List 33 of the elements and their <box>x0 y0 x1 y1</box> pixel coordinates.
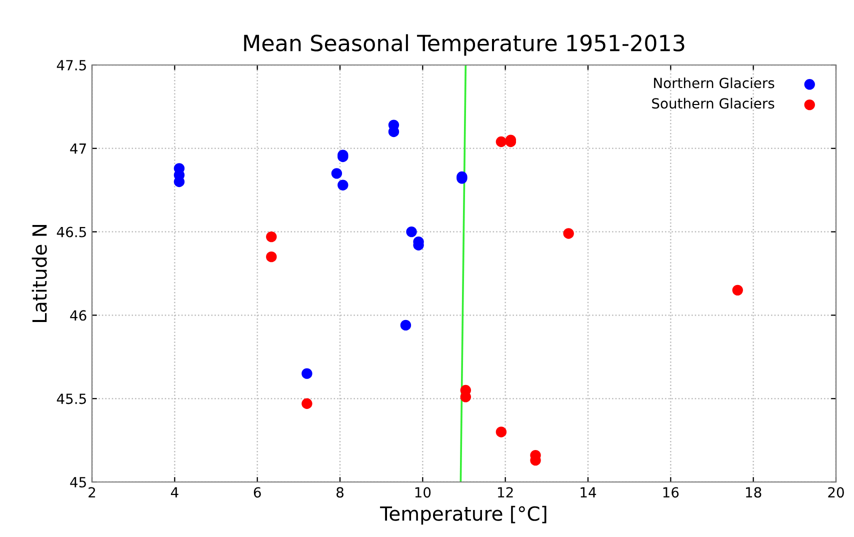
point <box>496 426 507 438</box>
point <box>331 168 342 179</box>
x-tick-label: 2 <box>88 487 96 498</box>
x-tick-label: 18 <box>746 487 762 498</box>
y-tick-label: 47.5 <box>56 60 86 70</box>
y-axis-title: Latitude N <box>32 225 47 322</box>
y-tick-label: 46.5 <box>56 226 86 238</box>
point <box>732 284 743 296</box>
x-tick-label: 6 <box>254 487 261 498</box>
x-tick-label: 20 <box>828 487 844 498</box>
x-tick-label: 10 <box>415 487 431 498</box>
x-axis-title: Temperature [°C] <box>380 506 546 525</box>
y-tick-label: 45 <box>70 477 86 488</box>
point <box>406 226 417 238</box>
x-tick-label: 12 <box>498 487 513 498</box>
point <box>338 180 348 190</box>
legend-label: Northern Glaciers <box>654 78 774 88</box>
y-tick-label: 45.5 <box>56 394 86 404</box>
x-tick-label: 8 <box>336 487 344 498</box>
y-tick-label: 47 <box>70 144 86 154</box>
x-tick-label: 4 <box>170 487 178 498</box>
x-tick-label: 14 <box>580 487 596 498</box>
chart-title: Mean Seasonal Temperature 1951-2013 <box>244 34 684 56</box>
point <box>302 398 312 409</box>
legend-label: Southern Glaciers <box>652 98 774 109</box>
x-tick-label: 16 <box>663 487 679 498</box>
point <box>563 228 574 239</box>
point <box>496 136 507 148</box>
point <box>400 320 412 331</box>
point <box>266 251 277 262</box>
y-tick-label: 46 <box>70 310 86 321</box>
point <box>302 368 312 379</box>
point <box>266 231 277 242</box>
